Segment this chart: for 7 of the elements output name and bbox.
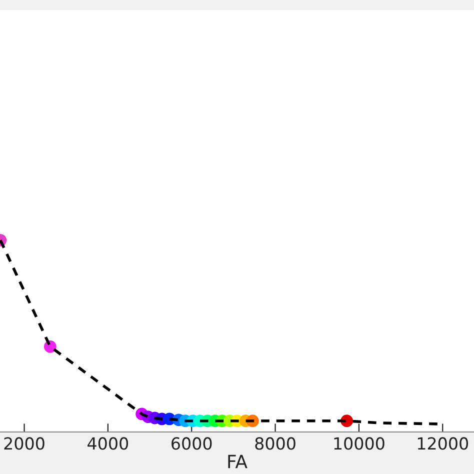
x-tick-label: 2000 [4,437,44,450]
x-tick-label: 12000 [418,437,468,450]
x-tick-label: 8000 [255,437,296,450]
x-tick-label: 6000 [172,437,212,450]
x-tick-label: 4000 [88,437,128,450]
x-axis-title: FA [228,454,248,468]
x-tick-label: 10000 [334,437,384,450]
